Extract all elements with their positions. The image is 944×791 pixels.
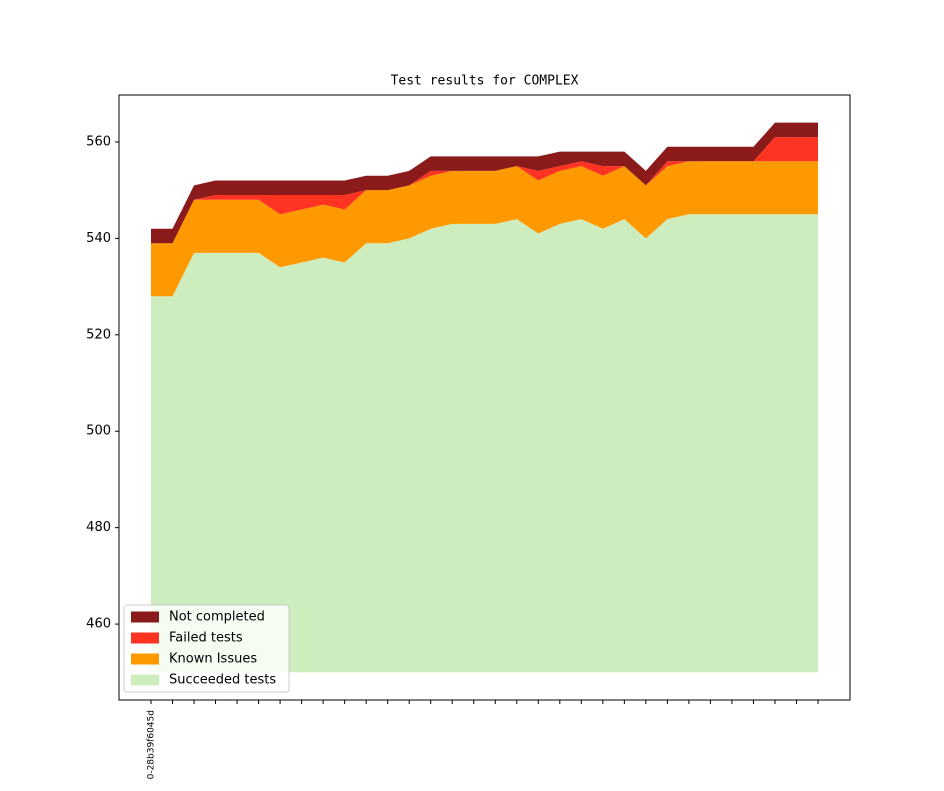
- plot-frame: [118, 94, 851, 701]
- y-tick-label: 540: [86, 231, 111, 246]
- area: [151, 214, 818, 673]
- legend-label: Succeeded tests: [169, 673, 276, 688]
- chart-title: Test results for COMPLEX: [391, 74, 579, 89]
- legend-swatch: [131, 632, 159, 644]
- y-tick-label: 500: [86, 424, 111, 439]
- legend-swatch: [131, 611, 159, 623]
- areas: [151, 122, 818, 673]
- x-tick-label: 0-28b39f6045d: [147, 710, 157, 779]
- legend: Not completed Failed tests Known Issues Suc…: [123, 604, 290, 693]
- area: [151, 122, 818, 244]
- axes: 460 480 500 520 540 560 0-28b39f6045d: [86, 134, 819, 779]
- legend-swatch: [131, 674, 159, 686]
- legend-label: Failed tests: [169, 631, 243, 646]
- area: [151, 161, 818, 297]
- y-tick-label: 560: [86, 134, 111, 149]
- legend-label: Not completed: [169, 610, 265, 625]
- y-tick-label: 460: [86, 617, 111, 632]
- legend-box: [123, 604, 290, 693]
- y-tick-label: 480: [86, 520, 111, 535]
- legend-label: Known Issues: [169, 652, 257, 667]
- legend-swatch: [131, 653, 159, 665]
- y-tick-label: 520: [86, 327, 111, 342]
